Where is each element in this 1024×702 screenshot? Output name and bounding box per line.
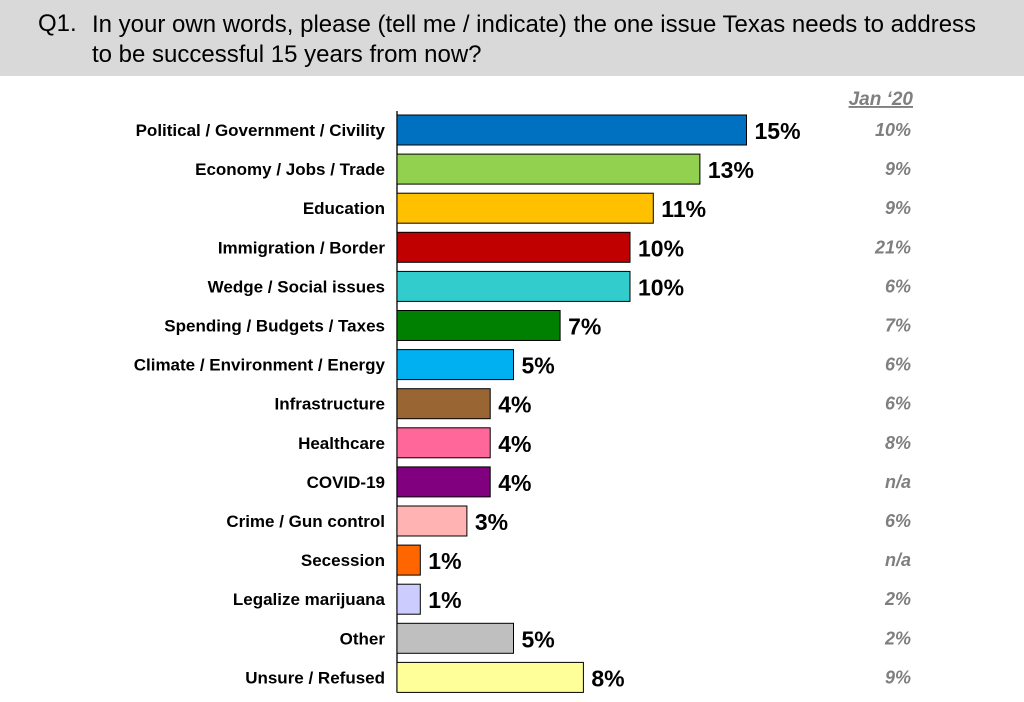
comparison-value: 6% [885, 355, 911, 375]
chart-row: Wedge / Social issues 10% 6% [208, 270, 911, 302]
chart-row: COVID-19 4% n/a [307, 466, 911, 498]
comparison-value: n/a [885, 472, 911, 492]
comparison-value: 10% [875, 120, 911, 140]
chart-row: Secession 1% n/a [301, 544, 911, 576]
bar [396, 622, 514, 654]
chart-row: Infrastructure 4% 6% [274, 388, 911, 420]
value-label: 10% [638, 274, 684, 300]
category-label: Unsure / Refused [245, 668, 385, 687]
category-label: Spending / Budgets / Taxes [164, 317, 385, 336]
chart-rows: Political / Government / Civility 15% 10% E… [134, 114, 911, 693]
chart-row: Legalize marijuana 1% 2% [233, 583, 911, 615]
value-label: 4% [498, 431, 531, 457]
value-label: 10% [638, 235, 684, 261]
comparison-value: 9% [885, 198, 911, 218]
value-label: 11% [661, 196, 706, 222]
category-label: Immigration / Border [218, 238, 386, 257]
comparison-header: Jan ‘20 [849, 89, 914, 110]
value-label: 3% [475, 509, 508, 535]
question-text: In your own words, please (tell me / ind… [92, 11, 977, 68]
chart-row: Immigration / Border 10% 21% [218, 231, 911, 263]
value-label: 5% [522, 626, 555, 652]
category-label: Political / Government / Civility [136, 121, 386, 140]
chart-row: Unsure / Refused 8% 9% [245, 661, 911, 693]
comparison-value: 6% [885, 276, 911, 296]
value-label: 4% [498, 470, 531, 496]
category-label: Wedge / Social issues [208, 277, 385, 296]
comparison-value: 2% [884, 589, 911, 609]
category-label: Infrastructure [274, 395, 385, 414]
chart-row: Other 5% 2% [340, 622, 911, 654]
bar [396, 661, 584, 693]
bar [396, 310, 561, 341]
value-label: 7% [568, 314, 601, 340]
comparison-value: 21% [874, 237, 911, 257]
bar [396, 349, 514, 381]
question-number: Q1. [38, 10, 77, 37]
chart-row: Political / Government / Civility 15% 10% [136, 114, 911, 146]
chart-row: Spending / Budgets / Taxes 7% 7% [164, 310, 911, 341]
comparison-value: 7% [885, 316, 911, 336]
comparison-value: 6% [885, 394, 911, 414]
chart-row: Climate / Environment / Energy 5% 6% [134, 349, 911, 381]
value-label: 5% [522, 353, 555, 379]
bar [396, 388, 491, 420]
value-label: 13% [708, 157, 754, 183]
value-label: 15% [755, 118, 801, 144]
comparison-value: n/a [885, 550, 911, 570]
chart-row: Crime / Gun control 3% 6% [226, 505, 911, 537]
bar [396, 114, 747, 146]
chart-row: Education 11% 9% [303, 192, 911, 224]
bar [396, 427, 491, 459]
bar [396, 583, 421, 615]
chart-row: Healthcare 4% 8% [298, 427, 911, 459]
value-label: 1% [428, 587, 461, 613]
comparison-value: 9% [885, 159, 911, 179]
bar [396, 466, 491, 498]
category-label: Other [340, 629, 386, 648]
bar [396, 231, 631, 263]
category-label: Education [303, 199, 385, 218]
bar [396, 192, 654, 224]
category-label: COVID-19 [307, 473, 385, 492]
chart-row: Economy / Jobs / Trade 13% 9% [195, 153, 911, 185]
category-label: Healthcare [298, 434, 385, 453]
value-label: 1% [428, 548, 461, 574]
question-header: Q1. In your own words, please (tell me /… [0, 0, 1024, 76]
category-label: Legalize marijuana [233, 590, 386, 609]
horizontal-bar-chart: Jan ‘20 Political / Government / Civilit… [134, 89, 914, 693]
comparison-value: 8% [885, 433, 911, 453]
bar [396, 153, 701, 185]
value-label: 4% [498, 392, 531, 418]
category-label: Economy / Jobs / Trade [195, 160, 385, 179]
category-label: Secession [301, 551, 385, 570]
bar [396, 544, 421, 576]
category-label: Crime / Gun control [226, 512, 385, 531]
comparison-value: 6% [885, 511, 911, 531]
bar [396, 505, 468, 537]
category-label: Climate / Environment / Energy [134, 356, 386, 375]
comparison-value: 2% [884, 628, 911, 648]
comparison-value: 9% [885, 667, 911, 687]
value-label: 8% [591, 665, 624, 691]
bar [396, 270, 631, 302]
